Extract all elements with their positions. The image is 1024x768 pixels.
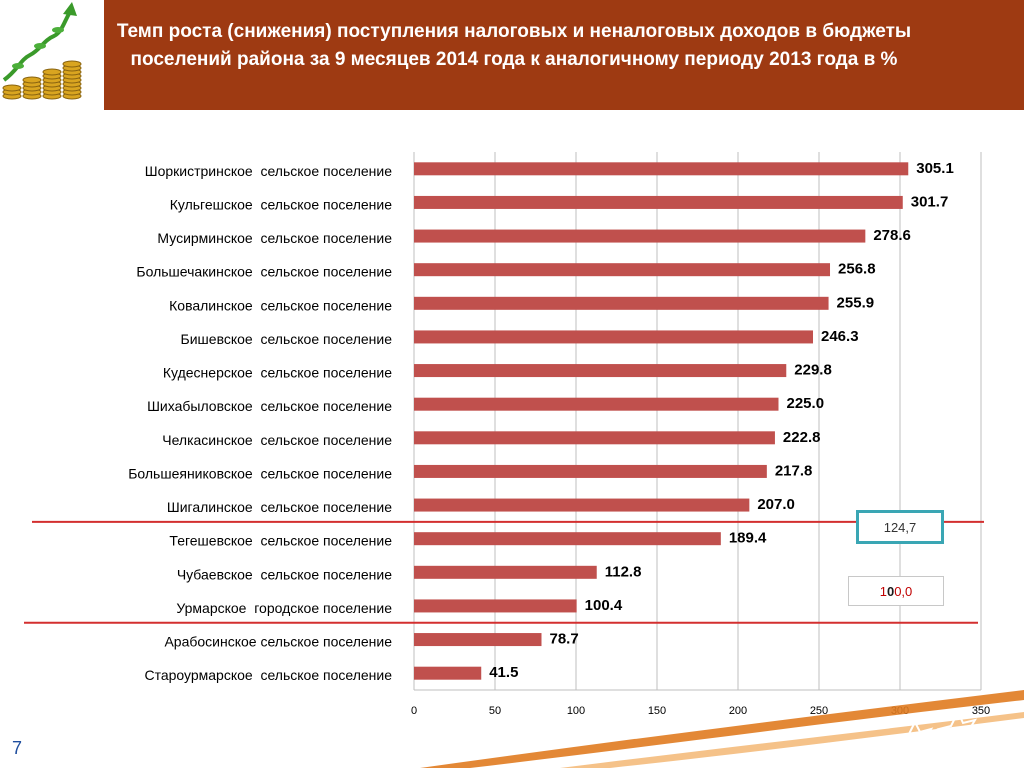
category-label: Урмарское городское поселение — [176, 600, 392, 616]
value-label: 278.6 — [873, 227, 911, 244]
category-label: Ковалинское сельское поселение — [169, 297, 392, 313]
x-tick-label: 250 — [810, 705, 828, 717]
star-ornaments-icon — [895, 709, 1020, 768]
x-tick-label: 150 — [648, 705, 666, 717]
value-label: 305.1 — [916, 160, 954, 177]
category-label: Челкасинское сельское поселение — [162, 432, 392, 448]
bar — [414, 666, 482, 680]
value-label: 222.8 — [783, 429, 821, 446]
page-number: 7 — [12, 738, 23, 758]
bar-chart: Шоркистринское сельское поселение Кульгеш… — [24, 152, 990, 717]
value-label: 246.3 — [821, 328, 859, 345]
x-tick-label: 350 — [972, 705, 990, 717]
category-label: Мусирминское сельское поселение — [157, 230, 392, 246]
bar — [414, 464, 767, 478]
bar — [414, 364, 787, 378]
category-label: Большечакинское сельское поселение — [136, 264, 392, 280]
x-tick-label: 200 — [729, 705, 747, 717]
chart-reference-lines — [24, 520, 984, 624]
bar — [414, 498, 750, 512]
bar — [414, 195, 903, 209]
value-label: 100.4 — [585, 597, 623, 614]
bar — [414, 431, 775, 445]
category-label: Тегешевское сельское поселение — [169, 533, 392, 549]
category-label: Большеяниковское сельское поселение — [128, 465, 392, 481]
value-label: 207.0 — [757, 496, 795, 513]
category-label: Шигалинское сельское поселение — [167, 499, 392, 515]
bar — [414, 296, 829, 310]
value-label: 301.7 — [911, 193, 949, 210]
value-label: 189.4 — [729, 530, 767, 547]
chart-bars — [414, 162, 909, 680]
category-label: Бишевское сельское поселение — [181, 331, 393, 347]
bar — [414, 599, 577, 613]
reference-box-upper: 124,7 — [856, 510, 944, 544]
reference-box-lower: 100,0 — [848, 576, 944, 606]
category-label: Кульгешское сельское поселение — [170, 196, 392, 212]
category-label: Чубаевское сельское поселение — [177, 566, 392, 582]
bar — [414, 330, 814, 344]
category-label: Арабосинское сельское поселение — [164, 634, 392, 650]
category-label: Староурмарское сельское поселение — [144, 667, 392, 683]
page-title: Темп роста (снижения) поступления налого… — [116, 21, 912, 70]
value-label: 41.5 — [489, 664, 518, 681]
x-tick-label: 0 — [411, 705, 417, 717]
value-label: 229.8 — [794, 362, 832, 379]
bar — [414, 532, 721, 546]
chart-x-ticks: 050100150200250300350 — [411, 705, 990, 717]
value-label: 255.9 — [837, 294, 875, 311]
footer-swoosh-light — [560, 712, 1024, 768]
bar — [414, 565, 597, 579]
category-label: Шихабыловское сельское поселение — [147, 398, 392, 414]
bar — [414, 633, 542, 647]
coins-growth-logo-icon — [0, 0, 104, 110]
chart-category-labels: Шоркистринское сельское поселение Кульгеш… — [128, 163, 392, 683]
value-label: 225.0 — [787, 395, 825, 412]
value-label: 256.8 — [838, 261, 876, 278]
footer-swoosh-orange — [420, 690, 1024, 768]
bar — [414, 397, 779, 411]
category-label: Кудеснерское сельское поселение — [163, 365, 392, 381]
value-label: 112.8 — [605, 563, 642, 580]
value-label: 217.8 — [775, 462, 813, 479]
x-tick-label: 50 — [489, 705, 501, 717]
value-label: 78.7 — [549, 631, 578, 648]
bar — [414, 229, 866, 243]
header-banner: Темп роста (снижения) поступления налого… — [104, 0, 1024, 110]
bar — [414, 263, 831, 277]
x-tick-label: 100 — [567, 705, 585, 717]
category-label: Шоркистринское сельское поселение — [145, 163, 392, 179]
bar — [414, 162, 909, 176]
reference-box-lower-text: 100,0 — [879, 583, 913, 599]
